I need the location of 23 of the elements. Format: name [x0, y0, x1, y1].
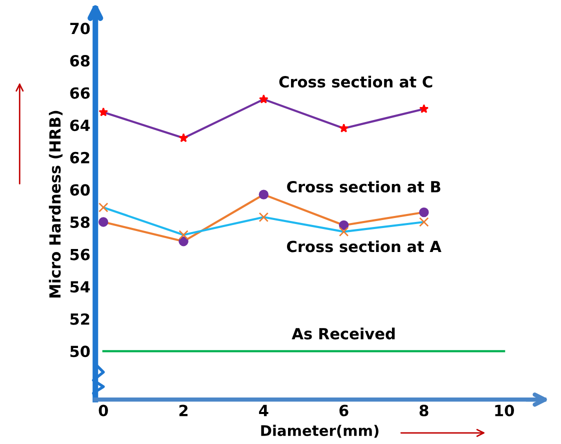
y-tick-label: 58 — [70, 216, 90, 228]
y-tick-label: 68 — [70, 55, 90, 67]
x-axis-title: Diameter(mm) — [261, 424, 378, 438]
y-tick-label: 56 — [70, 248, 90, 260]
y-axis-title: Micro Hardness (HRB) — [48, 110, 63, 298]
y-tick-label: 54 — [70, 281, 90, 293]
y-tick-label: 66 — [70, 87, 90, 99]
x-tick-label: 8 — [420, 404, 428, 416]
y-tick-label: 62 — [70, 152, 90, 164]
x-tick-label: 6 — [339, 404, 348, 416]
x-tick-label: 0 — [98, 404, 108, 416]
y-tick-label: 60 — [70, 184, 90, 196]
y-tick-label: 52 — [70, 313, 90, 325]
y-tick-label: 64 — [70, 120, 90, 132]
series-label: Cross section at A — [286, 240, 442, 252]
series-label: Cross section at B — [287, 180, 440, 193]
x-tick-label: 10 — [495, 404, 514, 416]
x-tick-label: 2 — [179, 404, 188, 416]
y-tick-label: 70 — [70, 22, 90, 34]
y-tick-label: 50 — [70, 346, 90, 358]
series-label: As Received — [292, 328, 395, 340]
x-tick-label: 4 — [259, 404, 268, 416]
series-label: Cross section at C — [279, 76, 432, 88]
